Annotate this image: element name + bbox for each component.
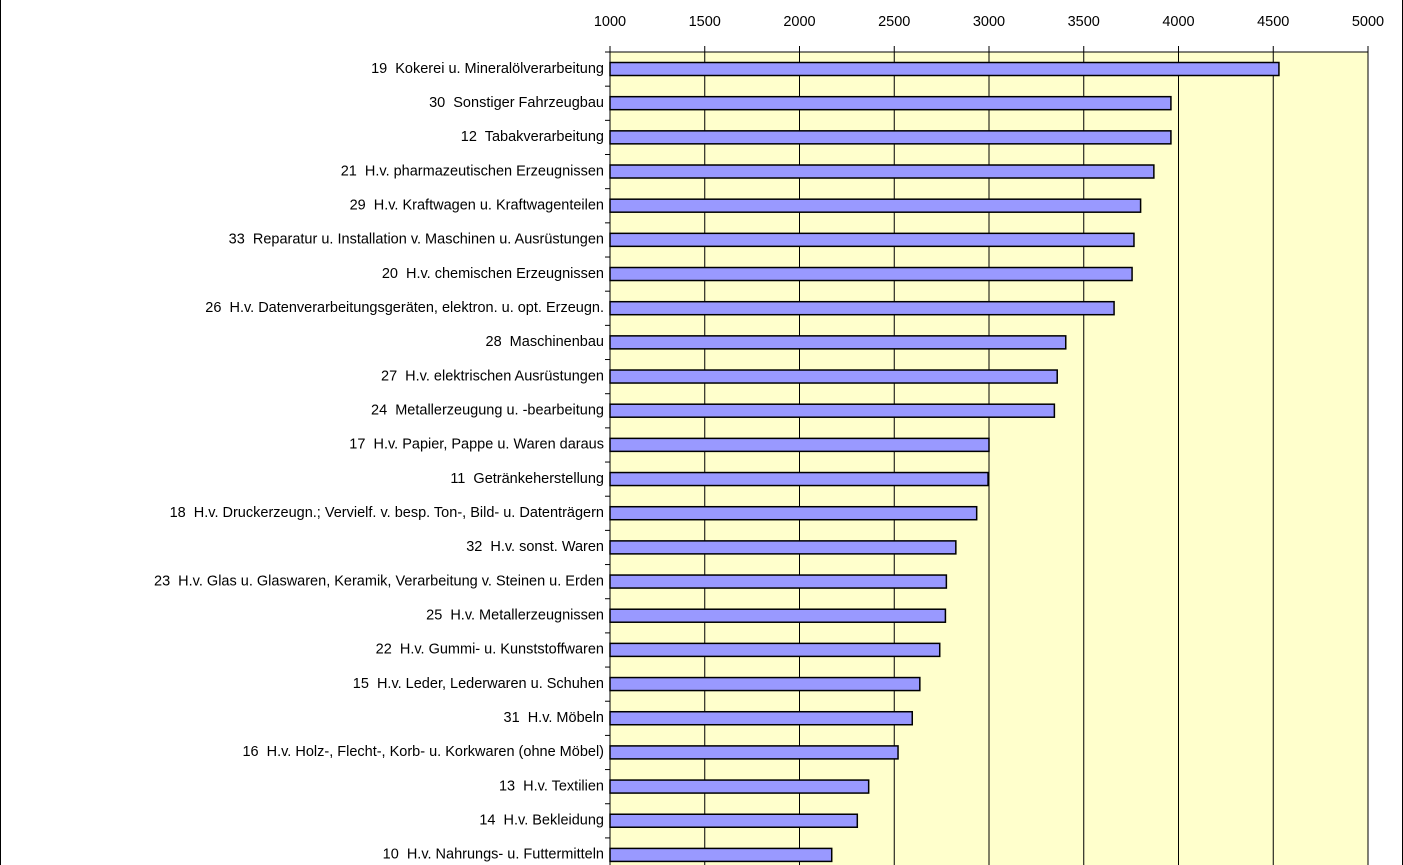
y-tick-label: 33 Reparatur u. Installation v. Maschine… xyxy=(229,232,604,248)
bar xyxy=(609,95,1172,111)
x-tick-label: 3500 xyxy=(1068,14,1100,30)
y-tick-label: 26 H.v. Datenverarbeitungsgeräten, elekt… xyxy=(205,300,604,316)
y-tick-label: 29 H.v. Kraftwagen u. Kraftwagenteilen xyxy=(350,198,604,214)
bar xyxy=(609,574,948,589)
y-tick-label: 18 H.v. Druckerzeugn.; Vervielf. v. besp… xyxy=(170,505,604,521)
y-tick-label: 22 H.v. Gummi- u. Kunststoffwaren xyxy=(376,642,604,658)
bar xyxy=(609,710,914,726)
y-tick-label: 12 Tabakverarbeitung xyxy=(461,129,604,145)
bar xyxy=(609,266,1133,282)
x-tick-label: 2500 xyxy=(878,14,910,30)
bar xyxy=(609,335,1067,350)
y-tick-label: 31 H.v. Möbeln xyxy=(504,710,604,726)
x-tick-label: 1000 xyxy=(594,14,626,30)
y-tick-label: 25 H.v. Metallerzeugnissen xyxy=(426,608,604,624)
bar xyxy=(609,198,1142,213)
bar xyxy=(609,540,957,555)
bar xyxy=(609,232,1135,248)
y-tick-label: 30 Sonstiger Fahrzeugbau xyxy=(429,95,604,111)
bar xyxy=(609,61,1280,77)
bar xyxy=(609,745,899,760)
bar xyxy=(609,300,1115,316)
y-tick-label: 32 H.v. sonst. Waren xyxy=(466,539,604,555)
bar xyxy=(609,505,978,521)
x-tick-label: 4000 xyxy=(1162,14,1194,30)
bar xyxy=(609,847,833,863)
bar xyxy=(609,164,1155,179)
y-tick-label: 13 H.v. Textilien xyxy=(499,778,604,794)
bar xyxy=(609,813,859,828)
y-tick-label: 17 H.v. Papier, Pappe u. Waren daraus xyxy=(349,437,604,453)
y-tick-label: 28 Maschinenbau xyxy=(486,334,605,350)
y-tick-label: 20 H.v. chemischen Erzeugnissen xyxy=(382,266,604,282)
bar xyxy=(609,471,989,487)
bar xyxy=(609,608,947,623)
bar xyxy=(609,369,1058,384)
x-tick-label: 5000 xyxy=(1352,14,1384,30)
x-tick-label: 1500 xyxy=(689,14,721,30)
y-tick-label: 10 H.v. Nahrungs- u. Futtermitteln xyxy=(383,847,604,863)
bar xyxy=(609,130,1172,145)
y-tick-label: 24 Metallerzeugung u. -bearbeitung xyxy=(371,403,604,419)
bar xyxy=(609,403,1056,418)
bar xyxy=(609,437,990,453)
y-tick-label: 21 H.v. pharmazeutischen Erzeugnissen xyxy=(341,163,604,179)
x-tick-label: 2000 xyxy=(783,14,815,30)
y-tick-label: 23 H.v. Glas u. Glaswaren, Keramik, Vera… xyxy=(154,573,604,589)
y-tick-label: 15 H.v. Leder, Lederwaren u. Schuhen xyxy=(353,676,604,692)
y-tick-label: 19 Kokerei u. Mineralölverarbeitung xyxy=(371,61,604,77)
bar xyxy=(609,642,941,658)
bar xyxy=(609,676,921,692)
bar xyxy=(609,779,870,794)
y-tick-label: 11 Getränkeherstellung xyxy=(450,471,604,487)
y-tick-label: 27 H.v. elektrischen Ausrüstungen xyxy=(381,368,604,384)
x-tick-label: 3000 xyxy=(973,14,1005,30)
y-tick-label: 14 H.v. Bekleidung xyxy=(479,813,604,829)
x-tick-label: 4500 xyxy=(1257,14,1289,30)
y-tick-label: 16 H.v. Holz-, Flecht-, Korb- u. Korkwar… xyxy=(242,744,604,760)
